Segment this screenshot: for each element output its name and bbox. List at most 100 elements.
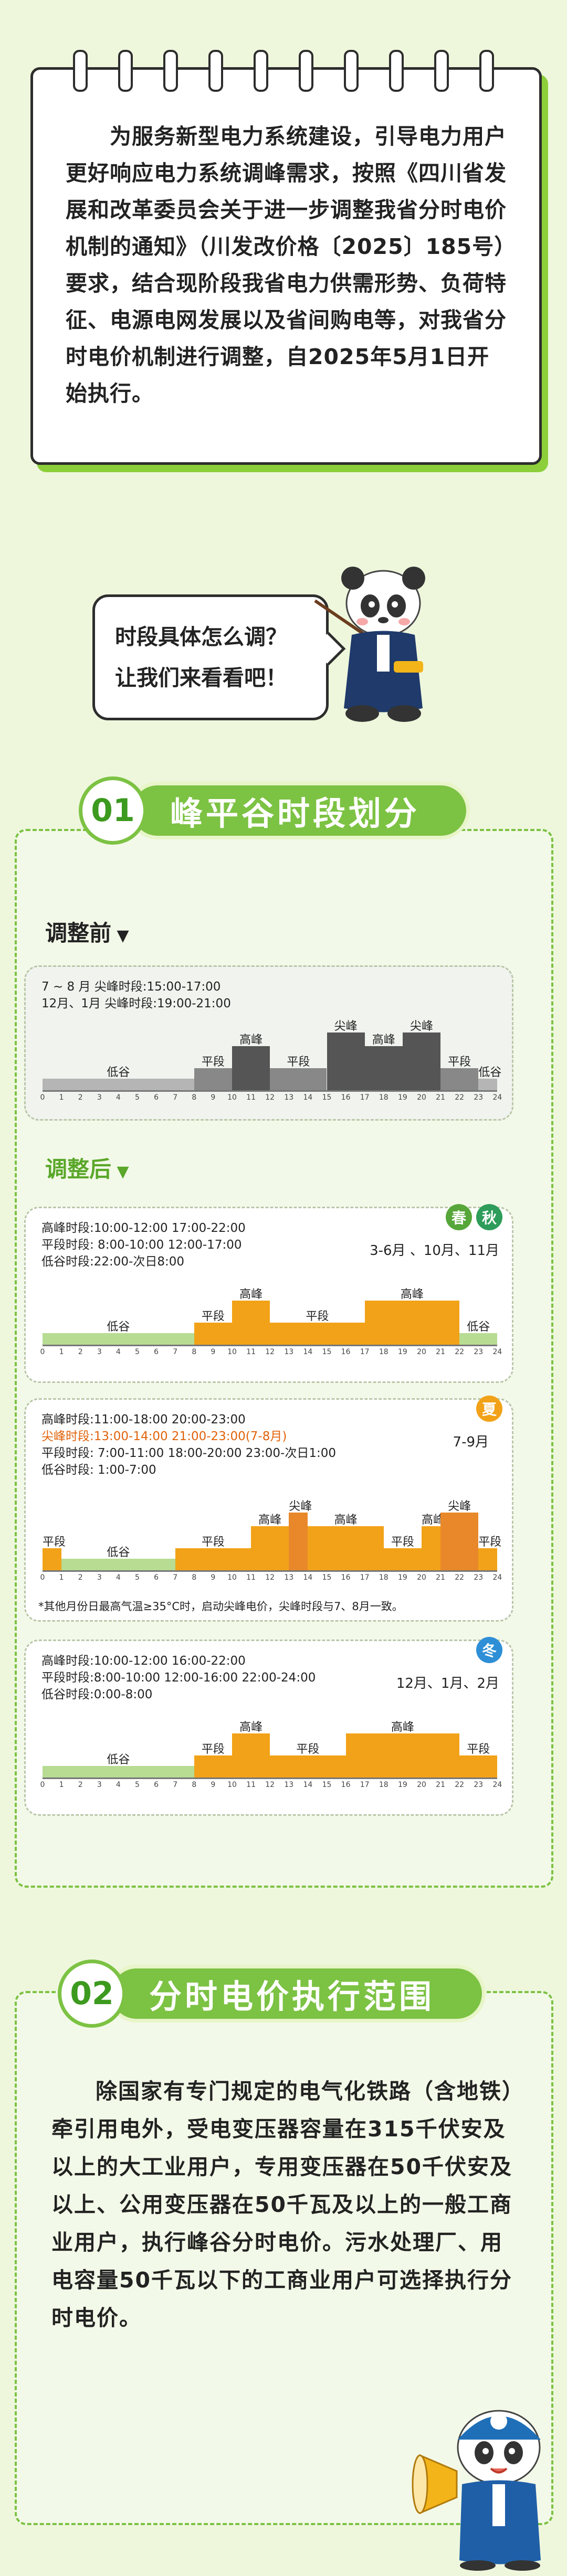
hour-tick: 8: [192, 1573, 197, 1582]
hour-tick: 10: [227, 1093, 237, 1102]
period-bar: [440, 1513, 479, 1570]
hour-tick: 21: [436, 1093, 445, 1102]
hour-tick: 7: [173, 1781, 178, 1789]
hour-tick: 20: [417, 1093, 426, 1102]
hour-tick: 15: [322, 1781, 332, 1789]
hour-tick: 10: [227, 1573, 237, 1582]
hour-tick: 17: [360, 1573, 370, 1582]
hour-tick: 6: [154, 1348, 159, 1356]
binder-ring-icon: [254, 50, 268, 92]
period-bar: [459, 1333, 498, 1345]
hour-tick: 19: [397, 1093, 407, 1102]
period-label: 低谷: [467, 1321, 490, 1334]
hour-tick: 20: [417, 1781, 426, 1789]
period-bar: [364, 1046, 403, 1090]
period-label: 平段: [306, 1310, 329, 1323]
hour-tick: 22: [455, 1093, 465, 1102]
hour-tick: 10: [227, 1348, 237, 1356]
hour-tick: 5: [135, 1093, 140, 1102]
period-bar: [270, 1323, 365, 1345]
period-bar: [270, 1068, 327, 1090]
hour-tick: 15: [322, 1348, 332, 1356]
hour-tick: 24: [492, 1573, 502, 1582]
period-label: 平段: [201, 1310, 225, 1323]
hour-tick: 11: [246, 1093, 256, 1102]
hour-tick: 9: [211, 1348, 216, 1356]
period-bar: [43, 1548, 62, 1570]
after-label: 调整后 ▼: [45, 1156, 129, 1182]
period-label: 高峰: [239, 1034, 263, 1047]
section2-title: 分时电价执行范围: [108, 1965, 486, 2023]
section2-text: 除国家有专门规定的电气化铁路（含地铁）牵引用电外，受电变压器容量在315千伏安及…: [51, 2079, 514, 2330]
period-bar: [232, 1301, 270, 1345]
period-label: 尖峰: [289, 1500, 312, 1513]
period-bar: [289, 1513, 308, 1570]
hour-tick: 2: [78, 1348, 83, 1356]
hour-tick: 24: [492, 1348, 502, 1356]
period-bar: [422, 1526, 441, 1570]
hour-tick: 16: [341, 1781, 351, 1789]
hour-tick: 18: [379, 1781, 388, 1789]
section1-header: 峰平谷时段划分 01: [79, 776, 499, 845]
winter-info: 高峰时段:10:00-12:00 16:00-22:00 平段时段:8:00-1…: [41, 1654, 316, 1701]
hour-tick: 1: [59, 1781, 64, 1789]
period-label: 高峰: [400, 1288, 424, 1301]
hour-tick: 9: [211, 1781, 216, 1789]
period-label: 高峰: [422, 1514, 445, 1527]
period-bar: [175, 1548, 251, 1570]
period-bar: [327, 1032, 365, 1090]
hour-tick: 5: [135, 1348, 140, 1356]
hour-tick: 12: [265, 1781, 275, 1789]
section1-title: 峰平谷时段划分: [129, 782, 470, 839]
before-info: 7 ~ 8 月 尖峰时段:15:00-17:00 12月、1月 尖峰时段:19:…: [41, 980, 231, 1010]
hour-tick: 14: [303, 1781, 313, 1789]
period-label: 高峰: [239, 1721, 263, 1734]
period-label: 平段: [287, 1056, 310, 1069]
spring-autumn-bar-chart: 低谷 平段 高峰 平段 高峰 低谷 0 1 2 3 4 5 6 7 8 9 10 11 12 13 14 15 16 17 18…: [26, 1208, 512, 1381]
period-bar: [251, 1526, 289, 1570]
hour-tick: 5: [135, 1573, 140, 1582]
hour-tick: 6: [154, 1093, 159, 1102]
hour-tick: 0: [40, 1093, 45, 1102]
summer-bar-chart: 平段 低谷 平段 高峰 尖峰 高峰 平段 高峰 尖峰 平段 0 1 2 3 4 5 6 7 8 9 10 11 12 13 14…: [26, 1400, 512, 1620]
period-bar: [232, 1733, 270, 1777]
speech-bubble: 时段具体怎么调？ 让我们来看看吧！: [92, 594, 346, 720]
period-bar: [194, 1068, 232, 1090]
hour-tick: 17: [360, 1093, 370, 1102]
hour-tick: 10: [227, 1781, 237, 1789]
period-bar: [43, 1333, 194, 1345]
period-bar: [402, 1032, 441, 1090]
period-label: 低谷: [478, 1066, 502, 1079]
period-label: 高峰: [334, 1514, 358, 1527]
period-label: 平段: [391, 1536, 414, 1549]
period-bar: [194, 1755, 232, 1777]
hour-tick: 17: [360, 1781, 370, 1789]
panda-mascot-icon: [314, 567, 425, 722]
binder-ring-icon: [389, 50, 404, 92]
hour-tick: 22: [455, 1781, 465, 1789]
summer-note: *其他月份日最高气温≥35°C时，启动尖峰电价，尖峰时段与7、8月一致。: [38, 1600, 403, 1613]
time-axis: [43, 1345, 498, 1346]
hour-tick: 13: [284, 1093, 294, 1102]
hour-tick: 17: [360, 1348, 370, 1356]
hour-tick: 1: [59, 1348, 64, 1356]
spring-autumn-info: 高峰时段:10:00-12:00 17:00-22:00 平段时段: 8:00-…: [41, 1221, 246, 1269]
period-bar: [383, 1548, 422, 1570]
hour-tick: 3: [97, 1573, 102, 1582]
period-bar: [270, 1755, 346, 1777]
hour-tick: 18: [379, 1573, 388, 1582]
hour-tick: 20: [417, 1573, 426, 1582]
period-label: 尖峰: [410, 1020, 433, 1033]
intro-card: 为服务新型电力系统建设，引导电力用户更好响应电力系统调峰需求，按照《四川省发展和…: [30, 50, 542, 465]
hour-tick: 5: [135, 1781, 140, 1789]
period-label: 低谷: [107, 1546, 130, 1559]
hour-tick: 22: [455, 1348, 465, 1356]
period-bar: [308, 1526, 384, 1570]
spring-tag: 春: [446, 1204, 472, 1230]
binder-ring-icon: [118, 50, 133, 92]
hour-tick: 24: [492, 1781, 502, 1789]
hour-tick: 11: [246, 1573, 256, 1582]
before-chart-panel: 7 ~ 8 月 尖峰时段:15:00-17:00 12月、1月 尖峰时段:19:…: [24, 965, 513, 1121]
hour-tick: 4: [116, 1348, 121, 1356]
binder-ring-icon: [163, 50, 178, 92]
